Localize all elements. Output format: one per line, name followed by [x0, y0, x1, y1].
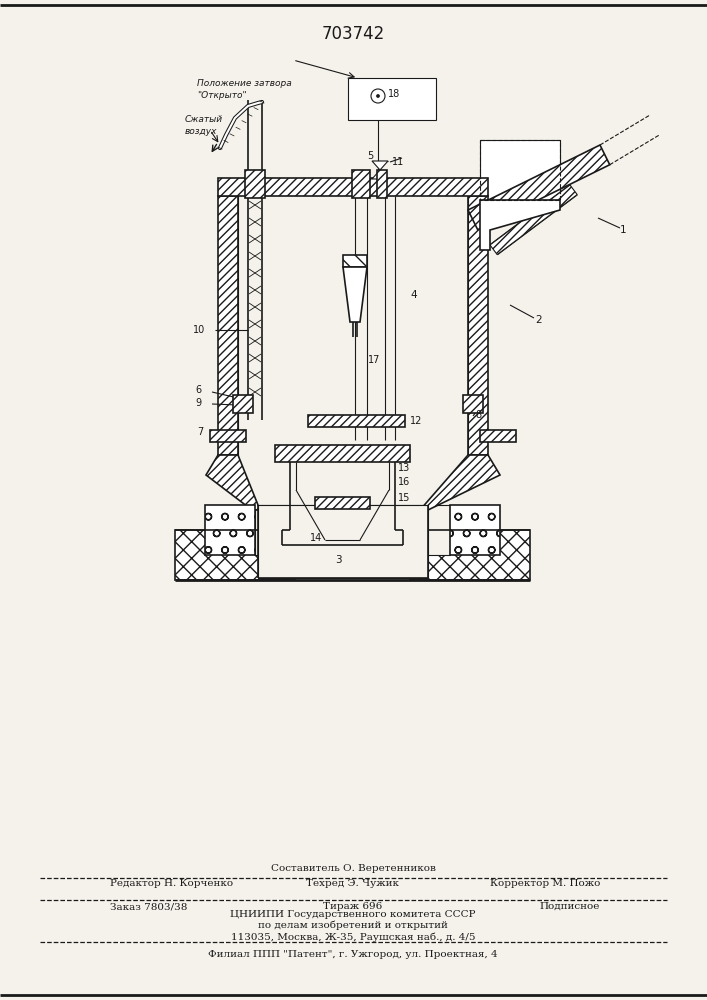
Text: Заказ 7803/38: Заказ 7803/38	[110, 902, 187, 911]
Bar	[480, 140, 560, 200]
Bar	[245, 170, 265, 198]
Text: Редактор Н. Корченко: Редактор Н. Корченко	[110, 879, 233, 888]
Text: Подписное: Подписное	[539, 902, 600, 911]
Text: воздух: воздух	[185, 127, 218, 136]
Bar	[352, 170, 370, 198]
Bar	[255, 505, 450, 555]
Text: 16: 16	[398, 477, 410, 487]
Text: 11: 11	[392, 157, 404, 167]
Text: 4: 4	[410, 290, 416, 300]
Bar	[258, 505, 428, 578]
Circle shape	[371, 89, 385, 103]
Bar	[348, 78, 436, 120]
Polygon shape	[343, 267, 367, 322]
Text: 8: 8	[475, 410, 481, 420]
Polygon shape	[468, 145, 609, 230]
Bar	[468, 196, 488, 455]
Text: 5: 5	[367, 151, 373, 161]
Polygon shape	[420, 455, 500, 510]
Text: 7: 7	[197, 427, 203, 437]
Text: 12: 12	[410, 416, 422, 426]
Text: 2: 2	[535, 315, 542, 325]
Text: Техред Э. Чужик: Техред Э. Чужик	[307, 879, 399, 888]
Bar	[218, 178, 488, 196]
Text: 17: 17	[368, 355, 380, 365]
Text: 1: 1	[620, 225, 626, 235]
Polygon shape	[206, 455, 260, 510]
Bar	[315, 497, 370, 509]
Polygon shape	[372, 161, 388, 170]
Text: 703742: 703742	[322, 25, 385, 43]
Text: Составитель О. Веретенников: Составитель О. Веретенников	[271, 864, 436, 873]
Text: 15: 15	[398, 493, 410, 503]
Text: Корректор М. Пожо: Корректор М. Пожо	[490, 879, 600, 888]
Bar	[275, 445, 410, 462]
Text: Сжатый: Сжатый	[185, 115, 223, 124]
Text: Положение затвора: Положение затвора	[197, 79, 292, 88]
Bar	[410, 530, 530, 580]
Bar	[463, 395, 483, 413]
Polygon shape	[490, 185, 577, 255]
Bar	[450, 505, 500, 555]
Text: 113035, Москва, Ж-35, Раушская наб., д. 4/5: 113035, Москва, Ж-35, Раушская наб., д. …	[230, 932, 475, 942]
Bar	[175, 530, 295, 580]
Circle shape	[377, 95, 380, 98]
Bar	[308, 415, 405, 427]
Text: 13: 13	[398, 463, 410, 473]
Text: 9: 9	[195, 398, 201, 408]
Bar	[210, 430, 246, 442]
Bar	[377, 170, 387, 198]
Text: 6: 6	[195, 385, 201, 395]
Polygon shape	[480, 200, 560, 250]
Text: Тираж 696: Тираж 696	[323, 902, 382, 911]
Text: 3: 3	[335, 555, 341, 565]
Bar	[233, 395, 253, 413]
Text: 14: 14	[310, 533, 322, 543]
Text: "Открыто": "Открыто"	[197, 91, 247, 100]
Text: Филиал ППП "Патент", г. Ужгород, ул. Проектная, 4: Филиал ППП "Патент", г. Ужгород, ул. Про…	[208, 950, 498, 959]
Polygon shape	[372, 170, 388, 179]
Bar	[205, 505, 255, 555]
Text: ЦНИИПИ Государственного комитета СССР: ЦНИИПИ Государственного комитета СССР	[230, 910, 476, 919]
Bar	[343, 255, 367, 267]
Text: 18: 18	[388, 89, 400, 99]
Bar	[480, 140, 560, 200]
Text: по делам изобретений и открытий: по делам изобретений и открытий	[258, 921, 448, 930]
Text: 10: 10	[193, 325, 205, 335]
Bar	[218, 196, 238, 455]
Bar	[480, 430, 516, 442]
